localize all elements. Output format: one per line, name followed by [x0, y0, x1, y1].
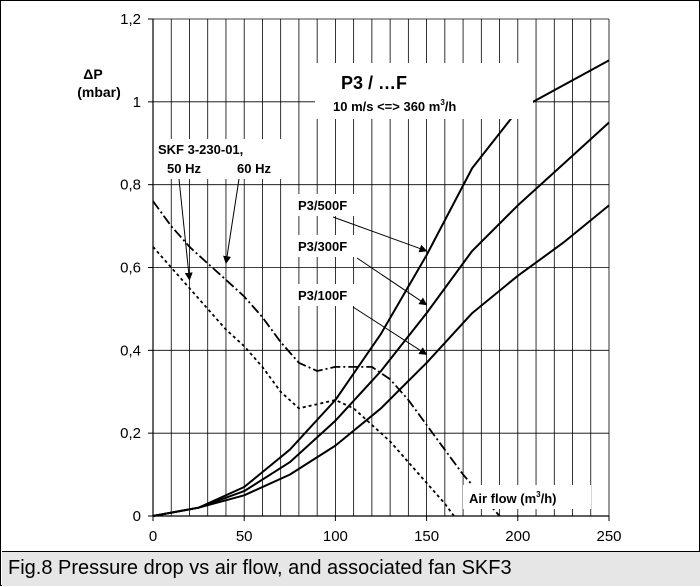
x-tick-label: 250: [596, 528, 621, 545]
figure-caption: Fig.8 Pressure drop vs air flow, and ass…: [2, 551, 700, 586]
annotation-arrow: [356, 257, 428, 306]
x-tick-label: 0: [149, 528, 157, 545]
annotation-label: P3/500F: [298, 198, 347, 213]
title-background: [315, 63, 533, 119]
x-tick-label: 150: [414, 528, 439, 545]
y-axis-label-symbol: ΔP: [83, 66, 102, 82]
x-axis-label: Air flow (m3/h): [469, 490, 557, 506]
series-line-50-hz: [152, 246, 455, 517]
annotation-arrow: [352, 306, 428, 355]
y-tick-label: 0,4: [120, 342, 141, 359]
annotation-label: P3/100F: [298, 288, 347, 303]
annotation-arrow: [223, 178, 240, 265]
label-background: [293, 235, 369, 257]
x-tick-label: 100: [323, 528, 348, 545]
y-tick-label: 0,2: [120, 425, 141, 442]
label-background: [293, 194, 369, 216]
annotation-label: 50 Hz: [167, 161, 201, 176]
y-tick-label: 0: [133, 508, 141, 525]
y-tick-label: 0,8: [120, 177, 141, 194]
fan-label-background: [155, 139, 285, 179]
xlabel-background: [463, 485, 591, 509]
fan-model-label: SKF 3-230-01,: [158, 142, 243, 157]
label-background: [293, 284, 369, 306]
series-lines: [152, 59, 610, 517]
chart-labels: P3 / …F 10 m/s <=> 360 m3/h ΔP (mbar) Air fl…: [77, 63, 591, 509]
annotation-arrow: [178, 178, 193, 281]
y-tick-label: 0,6: [120, 260, 141, 277]
series-line-p3-500f: [152, 59, 610, 517]
annotation-label: P3/300F: [298, 239, 347, 254]
chart-subtitle: 10 m/s <=> 360 m3/h: [333, 98, 456, 114]
y-tick-label: 1: [133, 94, 141, 111]
y-tick-label: 1,2: [120, 11, 141, 28]
x-tick-label: 50: [236, 528, 253, 545]
series-line-p3-300f: [152, 121, 610, 517]
x-tick-label: 200: [505, 528, 530, 545]
series-line-60-hz: [152, 200, 501, 517]
annotation-label: 60 Hz: [237, 161, 271, 176]
annotation-arrow: [332, 216, 428, 253]
axes: 0 50 100 150 200 250 0 0,2 0,4 0,6 0,8 1 1,2: [120, 11, 621, 545]
y-axis-label-unit: (mbar): [77, 84, 121, 100]
chart-title: P3 / …F: [341, 73, 407, 93]
series-line-p3-100f: [152, 204, 610, 517]
